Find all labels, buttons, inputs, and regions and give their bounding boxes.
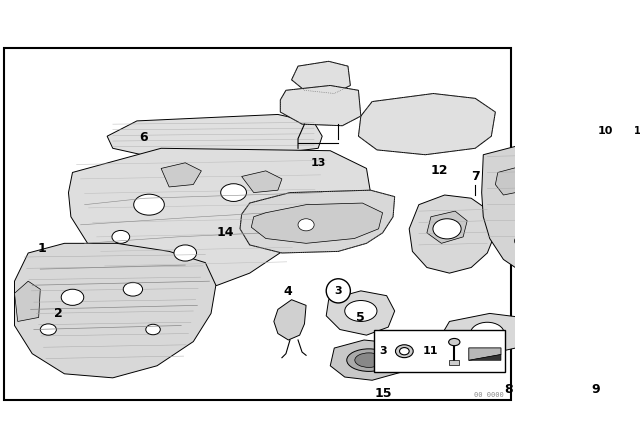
Bar xyxy=(449,360,459,365)
Polygon shape xyxy=(409,195,495,273)
Polygon shape xyxy=(15,243,216,378)
Circle shape xyxy=(326,279,350,303)
Ellipse shape xyxy=(355,353,383,367)
Text: 12: 12 xyxy=(430,164,448,177)
Polygon shape xyxy=(280,86,361,126)
Ellipse shape xyxy=(287,210,308,224)
Polygon shape xyxy=(550,300,611,351)
Ellipse shape xyxy=(396,345,413,358)
Polygon shape xyxy=(292,61,350,94)
Ellipse shape xyxy=(61,289,84,306)
Polygon shape xyxy=(427,211,467,243)
Text: 3: 3 xyxy=(335,286,342,296)
Polygon shape xyxy=(161,163,202,187)
Polygon shape xyxy=(107,114,322,156)
Text: 00 0000: 00 0000 xyxy=(474,392,504,398)
Ellipse shape xyxy=(449,338,460,346)
Ellipse shape xyxy=(134,194,164,215)
Text: 11: 11 xyxy=(634,125,640,136)
Polygon shape xyxy=(274,300,306,340)
Polygon shape xyxy=(68,148,371,293)
Text: 14: 14 xyxy=(217,226,234,239)
Text: 7: 7 xyxy=(471,170,479,183)
Text: 9: 9 xyxy=(592,383,600,396)
Ellipse shape xyxy=(347,349,391,371)
Text: 1: 1 xyxy=(38,242,46,255)
Ellipse shape xyxy=(515,234,532,247)
Ellipse shape xyxy=(174,245,196,261)
Text: 13: 13 xyxy=(310,158,326,168)
Text: 10: 10 xyxy=(598,125,613,136)
Ellipse shape xyxy=(575,373,585,379)
Ellipse shape xyxy=(296,220,316,234)
Text: 6: 6 xyxy=(139,131,148,144)
Polygon shape xyxy=(468,348,501,360)
Text: 4: 4 xyxy=(283,285,292,298)
Ellipse shape xyxy=(573,230,587,240)
Polygon shape xyxy=(468,354,501,360)
Ellipse shape xyxy=(345,301,377,322)
Text: 11: 11 xyxy=(422,346,438,356)
Polygon shape xyxy=(442,314,527,356)
Ellipse shape xyxy=(577,169,598,184)
Ellipse shape xyxy=(433,219,461,239)
Polygon shape xyxy=(495,166,532,195)
Text: 2: 2 xyxy=(54,307,62,320)
Text: 5: 5 xyxy=(356,311,365,324)
Ellipse shape xyxy=(124,282,143,296)
Polygon shape xyxy=(252,203,383,243)
Polygon shape xyxy=(15,281,40,322)
Ellipse shape xyxy=(40,324,56,335)
Polygon shape xyxy=(482,142,636,279)
Ellipse shape xyxy=(470,322,504,345)
Circle shape xyxy=(627,118,640,143)
Polygon shape xyxy=(326,291,395,335)
Ellipse shape xyxy=(298,219,314,231)
Polygon shape xyxy=(242,171,282,193)
Text: 8: 8 xyxy=(505,383,513,396)
Polygon shape xyxy=(240,190,395,253)
Text: 3: 3 xyxy=(380,346,387,356)
Text: 15: 15 xyxy=(374,388,392,401)
Polygon shape xyxy=(589,195,627,226)
Ellipse shape xyxy=(146,324,160,335)
Polygon shape xyxy=(358,94,495,155)
Ellipse shape xyxy=(399,348,409,355)
Bar xyxy=(374,331,505,372)
Ellipse shape xyxy=(524,185,558,209)
Ellipse shape xyxy=(221,184,246,202)
Ellipse shape xyxy=(112,230,130,243)
Polygon shape xyxy=(330,340,407,380)
